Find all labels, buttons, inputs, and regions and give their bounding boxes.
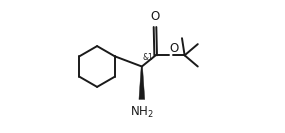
- Text: NH$_2$: NH$_2$: [130, 105, 154, 120]
- Text: O: O: [150, 10, 160, 23]
- Text: O: O: [170, 42, 179, 55]
- Text: &1: &1: [143, 53, 154, 62]
- Polygon shape: [139, 66, 145, 99]
